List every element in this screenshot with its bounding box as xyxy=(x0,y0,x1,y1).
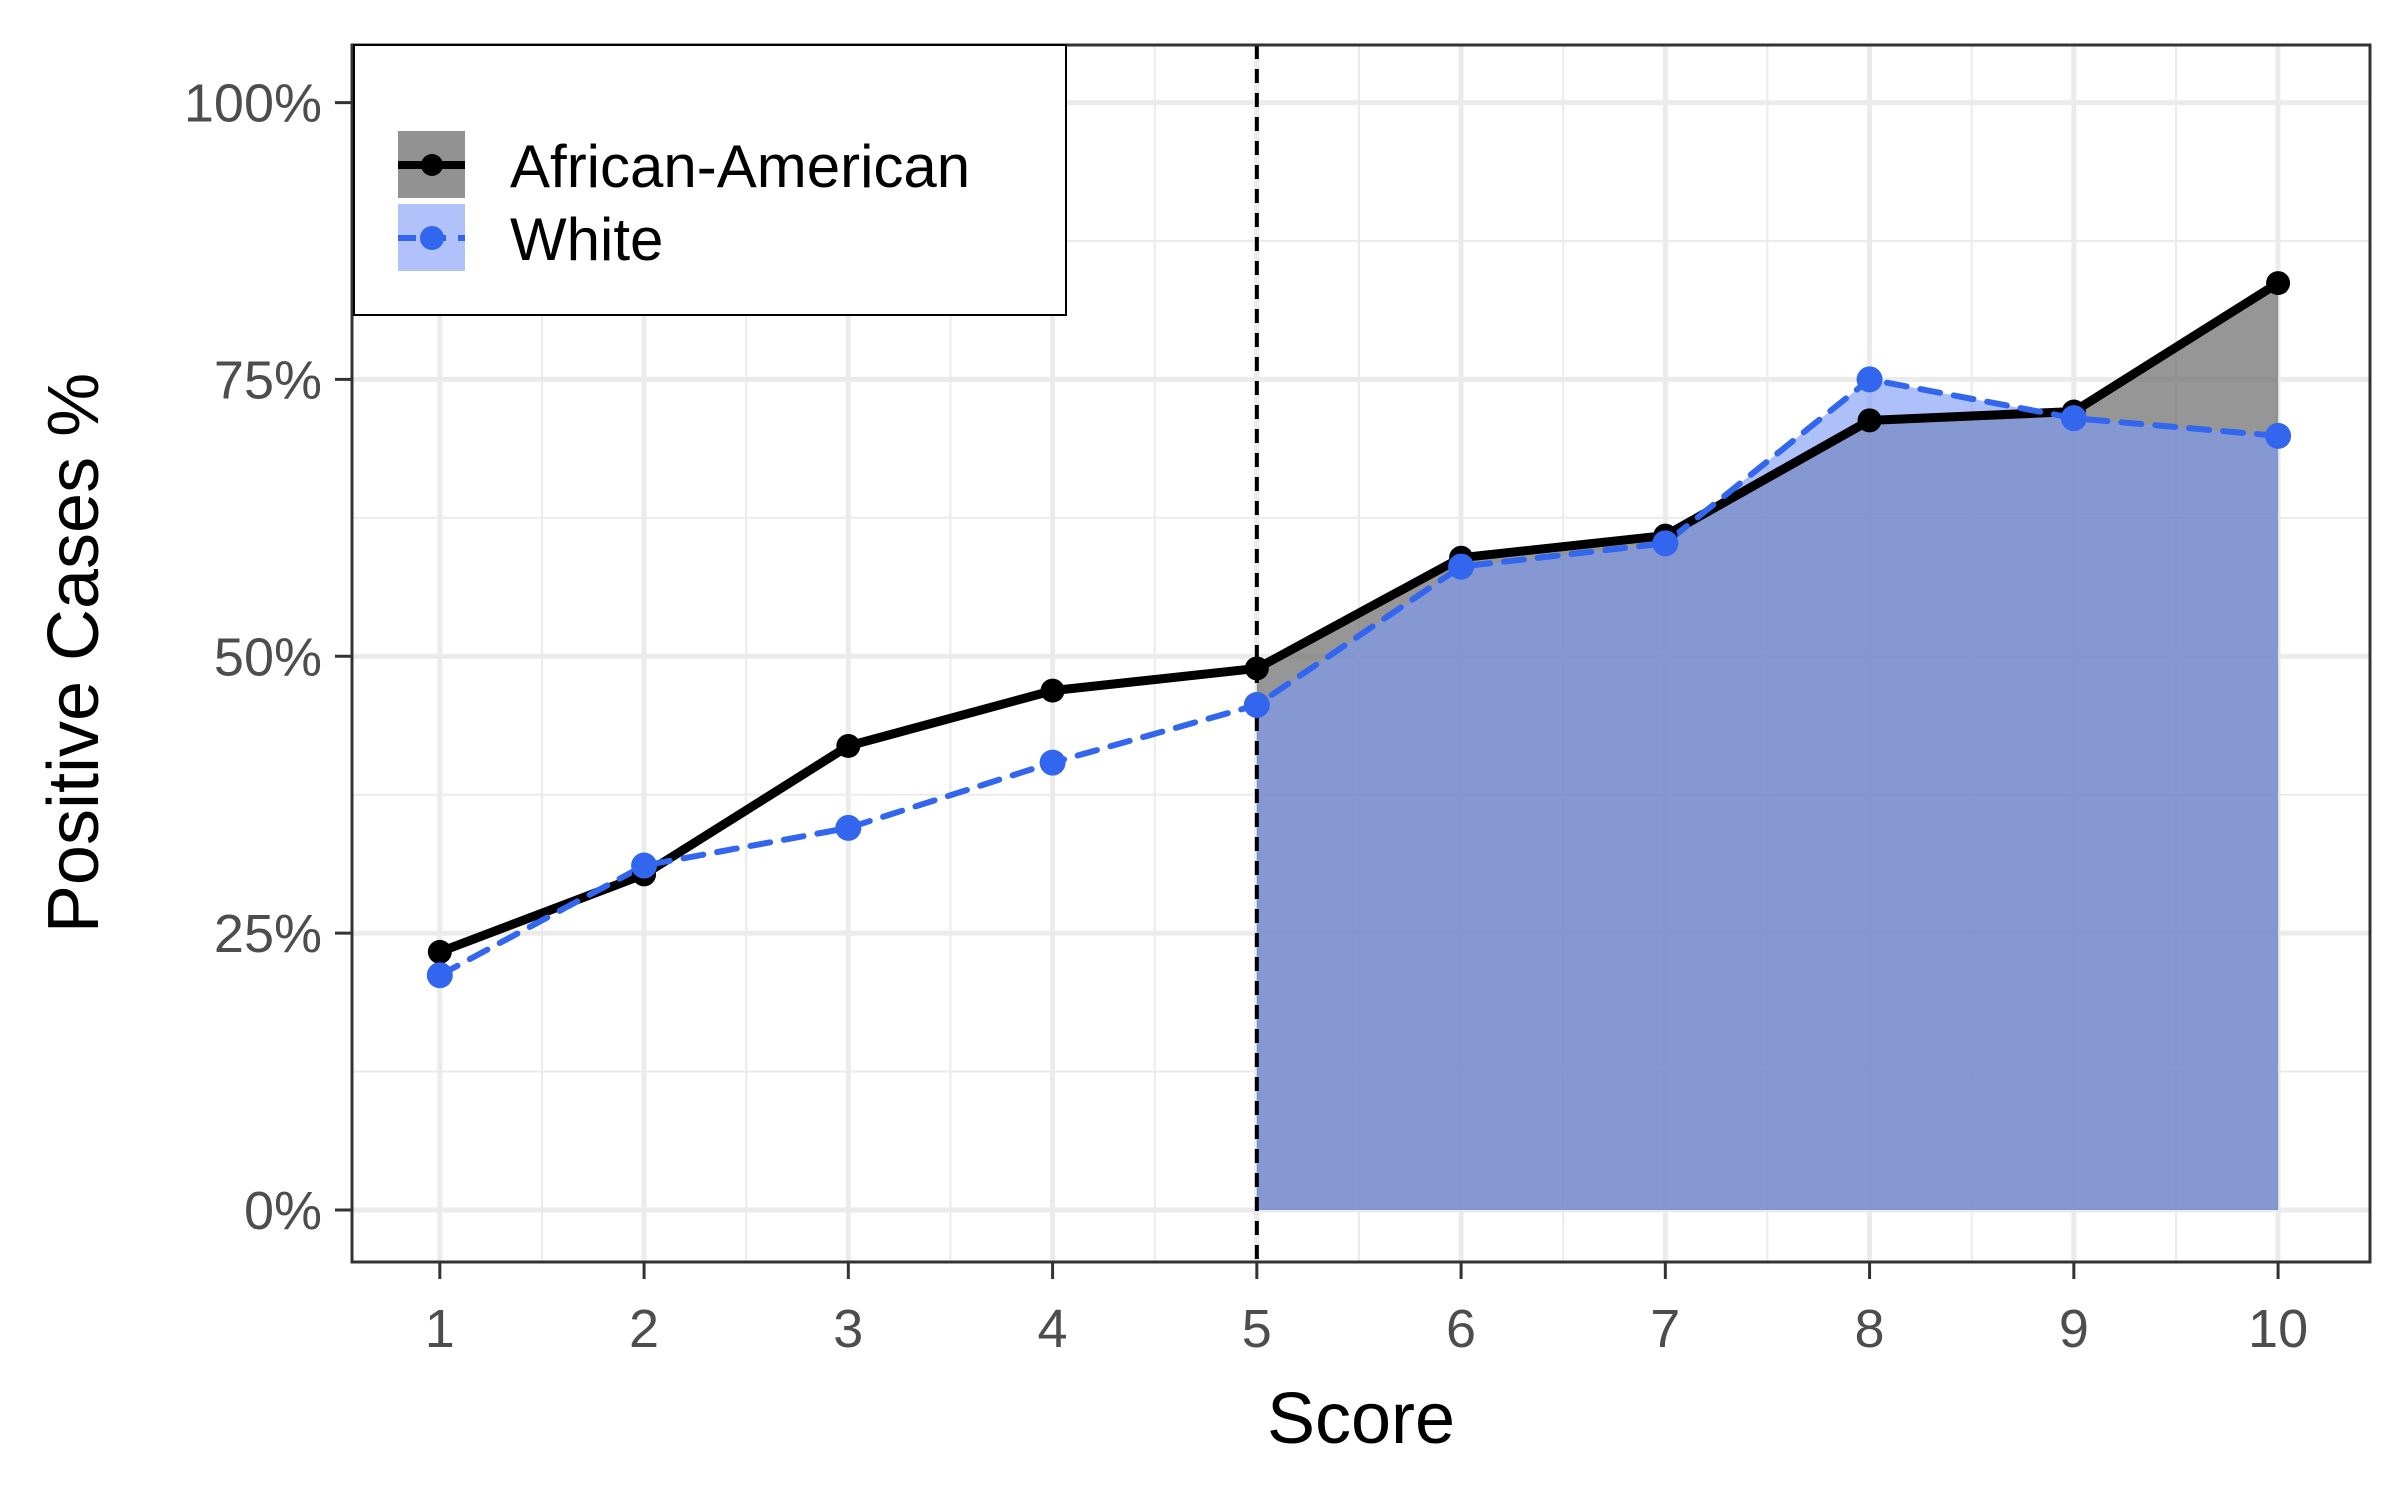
panel-border xyxy=(350,43,2372,1264)
y-axis-title: Positive Cases % xyxy=(34,373,114,933)
point-white xyxy=(426,962,453,989)
point-white xyxy=(1243,691,1270,718)
y-tick-label: 75% xyxy=(214,350,322,410)
point-white xyxy=(631,852,658,879)
legend-item-white: White xyxy=(398,204,663,273)
legend-item-african-american: African-American xyxy=(398,131,970,200)
x-tick-label: 3 xyxy=(833,1299,863,1359)
point-white xyxy=(1039,749,1066,776)
legend: African-American White xyxy=(353,44,1067,316)
x-tick-label: 8 xyxy=(1855,1299,1885,1359)
x-axis-title: Score xyxy=(1267,1379,1455,1459)
line-african-american xyxy=(435,278,2283,957)
y-tick-labels: 0% 25% 50% 75% 100% xyxy=(184,74,322,1241)
series-points xyxy=(426,271,2292,989)
point-white xyxy=(1448,553,1475,580)
y-tick-label: 50% xyxy=(214,627,322,687)
legend-label-white: White xyxy=(510,206,663,273)
point-white xyxy=(2060,405,2087,432)
point-african-american xyxy=(2266,271,2291,296)
point-white xyxy=(835,814,862,841)
legend-box xyxy=(353,44,1067,316)
x-tick-label: 7 xyxy=(1650,1299,1680,1359)
x-tick-label: 9 xyxy=(2059,1299,2089,1359)
line-white xyxy=(436,376,2282,979)
series-lines xyxy=(435,278,2283,979)
x-tick-label: 10 xyxy=(2248,1299,2308,1359)
x-tick-label: 5 xyxy=(1242,1299,1272,1359)
x-tick-label: 1 xyxy=(425,1299,455,1359)
point-african-american xyxy=(1244,656,1269,681)
legend-key-african-american-point xyxy=(421,154,443,176)
point-african-american xyxy=(1857,408,1882,433)
legend-key-white-point xyxy=(420,226,444,250)
point-african-american xyxy=(1040,678,1065,703)
legend-label-african-american: African-American xyxy=(510,133,970,200)
y-tick-label: 25% xyxy=(214,904,322,964)
x-tick-label: 2 xyxy=(629,1299,659,1359)
x-tick-label: 6 xyxy=(1446,1299,1476,1359)
point-white xyxy=(2265,422,2292,449)
axis-ticks xyxy=(335,101,2280,1279)
area-white xyxy=(1256,379,2279,1210)
point-african-american xyxy=(427,939,452,964)
x-tick-labels: 1 2 3 4 5 6 7 8 9 10 xyxy=(425,1299,2308,1359)
y-tick-label: 0% xyxy=(244,1181,322,1241)
y-tick-label: 100% xyxy=(184,74,322,134)
x-tick-label: 4 xyxy=(1038,1299,1068,1359)
point-white xyxy=(1856,366,1883,393)
point-african-american xyxy=(836,733,861,758)
area-fills xyxy=(1256,283,2279,1210)
point-white xyxy=(1652,530,1679,557)
